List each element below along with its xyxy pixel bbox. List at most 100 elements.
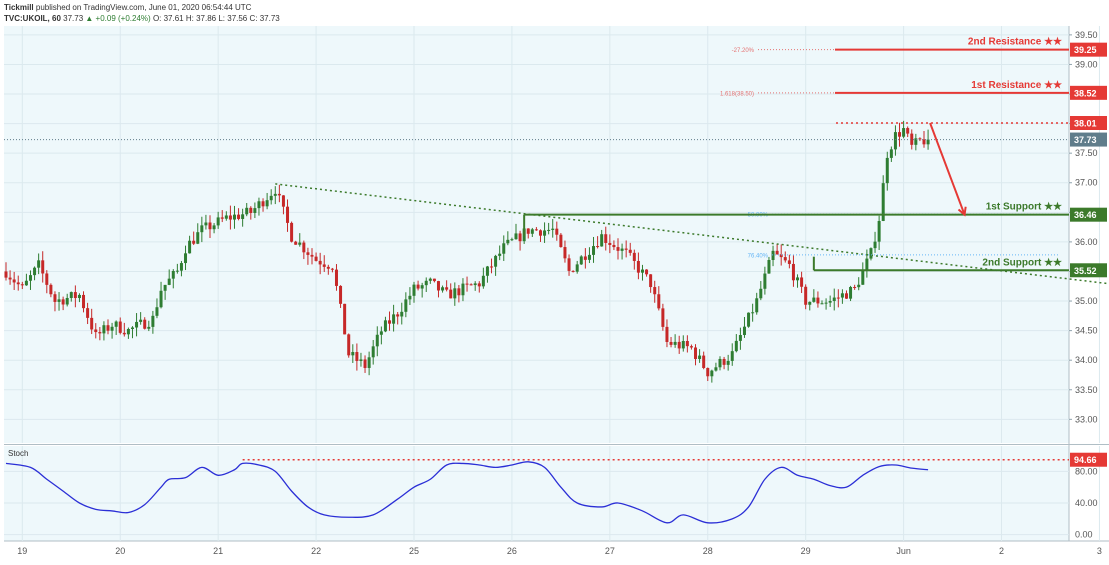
candle	[477, 281, 481, 293]
candle-body	[184, 253, 188, 264]
candle-body	[665, 326, 669, 342]
level-2nd-resistance-price-box	[1070, 42, 1107, 57]
candle	[636, 252, 640, 280]
candle-body	[281, 195, 285, 207]
candle	[849, 285, 853, 302]
candle	[269, 189, 273, 205]
candle	[873, 231, 877, 253]
candle-body	[804, 286, 808, 305]
candle-body	[428, 278, 432, 281]
candle-body	[791, 263, 795, 281]
x-tick-label: 20	[115, 546, 125, 556]
candle-body	[167, 278, 171, 285]
candle-body	[824, 302, 828, 304]
candle-body	[526, 228, 530, 234]
candle	[420, 282, 424, 298]
candle	[889, 146, 893, 162]
candle-body	[469, 284, 473, 286]
candle-body	[877, 220, 881, 242]
x-tick-label: 19	[17, 546, 27, 556]
candle-body	[228, 215, 232, 220]
candle	[661, 303, 665, 331]
stoch-tick-label: 0.00	[1075, 530, 1093, 540]
candle	[461, 278, 465, 302]
candle	[775, 244, 779, 255]
candle	[106, 319, 110, 335]
candle-body	[563, 247, 567, 259]
candle-body	[130, 327, 134, 329]
candle	[61, 296, 65, 311]
candle	[400, 302, 404, 325]
candle	[241, 208, 245, 227]
candle	[432, 278, 436, 283]
ohlc-high: H: 37.86	[185, 14, 217, 23]
candle	[632, 249, 636, 270]
candle	[816, 291, 820, 308]
candle-body	[273, 193, 277, 196]
level-1st-support-price-box	[1070, 207, 1107, 222]
candle-body	[151, 315, 155, 327]
candle	[485, 265, 489, 283]
candle	[94, 323, 98, 339]
candle-body	[873, 241, 877, 249]
candle-body	[102, 325, 106, 334]
candle	[710, 369, 714, 383]
candle	[498, 245, 502, 261]
candle	[192, 231, 196, 246]
candle-body	[918, 138, 922, 140]
candle	[208, 215, 212, 239]
candle	[738, 327, 742, 350]
candle-body	[702, 355, 706, 368]
candle	[371, 340, 375, 365]
candle-body	[82, 294, 86, 309]
candle-body	[388, 320, 392, 324]
candle-body	[310, 254, 314, 257]
candle	[563, 240, 567, 263]
candle	[828, 295, 832, 307]
candle-body	[722, 358, 726, 365]
candle-body	[212, 225, 216, 230]
candle	[110, 322, 114, 339]
candle	[449, 283, 453, 299]
candle-body	[171, 270, 175, 279]
candle-body	[518, 233, 522, 242]
candle-body	[400, 311, 404, 317]
candle-body	[8, 277, 12, 280]
candle-body	[473, 283, 477, 286]
candle-body	[465, 283, 469, 285]
candle	[257, 197, 261, 216]
candle	[286, 199, 290, 232]
candle-body	[889, 149, 893, 158]
candle	[102, 321, 106, 341]
candle	[224, 211, 228, 221]
candle-body	[436, 281, 440, 291]
candle	[783, 251, 787, 263]
candle-body	[840, 293, 844, 298]
candle-body	[779, 254, 783, 258]
candle-body	[65, 297, 69, 305]
candle	[657, 286, 661, 311]
candle-body	[922, 139, 926, 145]
candle	[412, 281, 416, 303]
candle-body	[820, 303, 824, 305]
candle-body	[751, 312, 755, 314]
candle-body	[208, 222, 212, 230]
level-1st-resistance-price-label: 38.52	[1074, 88, 1097, 98]
candle-body	[57, 299, 61, 302]
candle-body	[314, 256, 318, 261]
stoch-tick-label: 40.00	[1075, 498, 1098, 508]
candle	[351, 344, 355, 363]
candle-body	[139, 319, 143, 322]
level-last-price-price-label: 37.73	[1074, 135, 1097, 145]
candle	[416, 280, 420, 291]
candle-body	[485, 266, 489, 276]
candle	[575, 260, 579, 274]
candle	[347, 333, 351, 358]
x-tick-label: 25	[409, 546, 419, 556]
candle	[600, 229, 604, 247]
candle-body	[408, 295, 412, 300]
candle	[441, 285, 445, 293]
candle	[265, 192, 269, 210]
candle-body	[767, 260, 771, 274]
